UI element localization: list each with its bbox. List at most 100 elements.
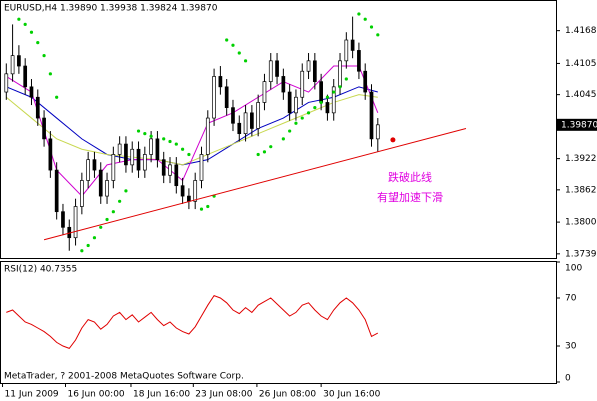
- trendline: [43, 127, 467, 241]
- sar-dot: [344, 77, 348, 81]
- candle-body: [98, 169, 103, 197]
- candle-body: [193, 180, 198, 202]
- candle-body: [80, 180, 84, 207]
- sar-dot: [325, 95, 330, 99]
- x-tick-label: 16 Jun 00:00: [67, 390, 124, 400]
- y-tick-label: 70: [565, 294, 577, 304]
- y-tick-label: 1.39220: [565, 154, 597, 164]
- sar-dot: [357, 12, 361, 16]
- candle-body: [142, 154, 147, 171]
- candle-body: [161, 159, 166, 176]
- sar-dot: [231, 43, 235, 47]
- sar-dot: [36, 41, 40, 45]
- sar-dot: [174, 142, 178, 146]
- y-tick-label: 30: [565, 342, 577, 352]
- candle-body: [130, 148, 135, 166]
- candle-body: [17, 55, 21, 67]
- candle-body: [199, 154, 204, 181]
- sar-dot: [143, 132, 147, 136]
- y-tick-label: 1.37390: [565, 249, 597, 259]
- candle-body: [331, 86, 336, 114]
- x-tick-label: 18 Jun 16:00: [133, 390, 190, 400]
- sar-dot: [369, 25, 374, 29]
- candle-body: [250, 112, 254, 129]
- annotation: 有望加速下滑: [377, 190, 443, 204]
- candle-body: [300, 70, 305, 98]
- y-tick-label: 1.41050: [565, 59, 597, 69]
- candle-body: [243, 112, 248, 135]
- sar-dot: [168, 139, 172, 144]
- candle-body: [187, 195, 191, 202]
- y-tick-label: 0: [565, 374, 571, 384]
- candle-body: [10, 55, 15, 75]
- rsi-panel: [0, 261, 557, 384]
- rsi-line: [6, 294, 379, 350]
- candle-body: [275, 60, 279, 77]
- candle-body: [174, 164, 179, 187]
- candle-body: [86, 159, 91, 181]
- candle-body: [149, 138, 153, 155]
- x-tick-label: 30 Jun 16:00: [323, 390, 380, 400]
- candle-body: [357, 50, 361, 72]
- candle-body: [105, 180, 109, 197]
- sar-dot: [162, 137, 166, 141]
- x-tick-label: 23 Jun 08:00: [195, 390, 252, 400]
- candle-body: [287, 91, 292, 114]
- candle-body: [124, 143, 128, 166]
- sar-dot: [206, 204, 210, 209]
- candle-body: [111, 154, 116, 181]
- sar-dot: [332, 90, 336, 94]
- candle-body: [48, 138, 53, 171]
- sar-dot: [225, 38, 229, 42]
- candle-body: [256, 102, 261, 129]
- candle-body: [73, 206, 78, 239]
- sar-dot: [306, 111, 311, 115]
- sar-dot: [136, 129, 141, 133]
- y-tick-label: 1.41680: [565, 26, 597, 36]
- y-tick-label: 1.38000: [565, 218, 597, 228]
- sar-dot: [17, 17, 21, 21]
- candle-body: [237, 122, 242, 135]
- sar-dot: [80, 249, 84, 253]
- candle-body: [312, 60, 317, 82]
- candle-body: [338, 60, 342, 88]
- sar-dot: [300, 116, 304, 120]
- sar-dot: [243, 59, 248, 63]
- sar-dot: [48, 72, 52, 76]
- footer: MetaTrader, ? 2001-2008 MetaQuotes Softw…: [4, 372, 244, 382]
- candle-body: [363, 70, 368, 93]
- sar-dot: [288, 129, 292, 133]
- sar-dot: [313, 106, 317, 110]
- sar-dot: [86, 243, 90, 248]
- candle-body: [4, 73, 9, 93]
- candle-body: [180, 185, 185, 197]
- candle-body: [42, 117, 46, 140]
- candle-body: [92, 159, 97, 171]
- candle-body: [23, 65, 28, 88]
- sar-dot: [29, 30, 34, 34]
- sar-dot: [149, 134, 153, 138]
- sar-dot: [23, 22, 27, 27]
- current-price-label: 1.39870: [561, 120, 597, 130]
- sar-dot: [124, 189, 128, 193]
- candle-body: [231, 107, 235, 124]
- x-tick-label: 26 Jun 08:00: [259, 390, 316, 400]
- candle-body: [306, 60, 311, 72]
- sar-dot: [118, 199, 122, 203]
- candle-body: [294, 96, 298, 114]
- sar-dot: [42, 54, 46, 58]
- candle-body: [281, 76, 286, 93]
- annotation: 跌破此线: [388, 170, 432, 184]
- candle-body: [29, 86, 34, 98]
- rsi-title: RSI(12) 40.7355: [4, 265, 77, 275]
- sar-dot: [319, 100, 323, 105]
- candle-body: [136, 148, 141, 171]
- y-tick-label: 1.38620: [565, 185, 597, 195]
- candle-body: [325, 102, 330, 114]
- candle-body: [319, 81, 323, 103]
- sar-dot: [92, 236, 97, 240]
- sar-dot: [237, 51, 241, 55]
- candle-body: [155, 138, 160, 161]
- sar-dot: [181, 147, 185, 151]
- candle-body: [375, 124, 380, 140]
